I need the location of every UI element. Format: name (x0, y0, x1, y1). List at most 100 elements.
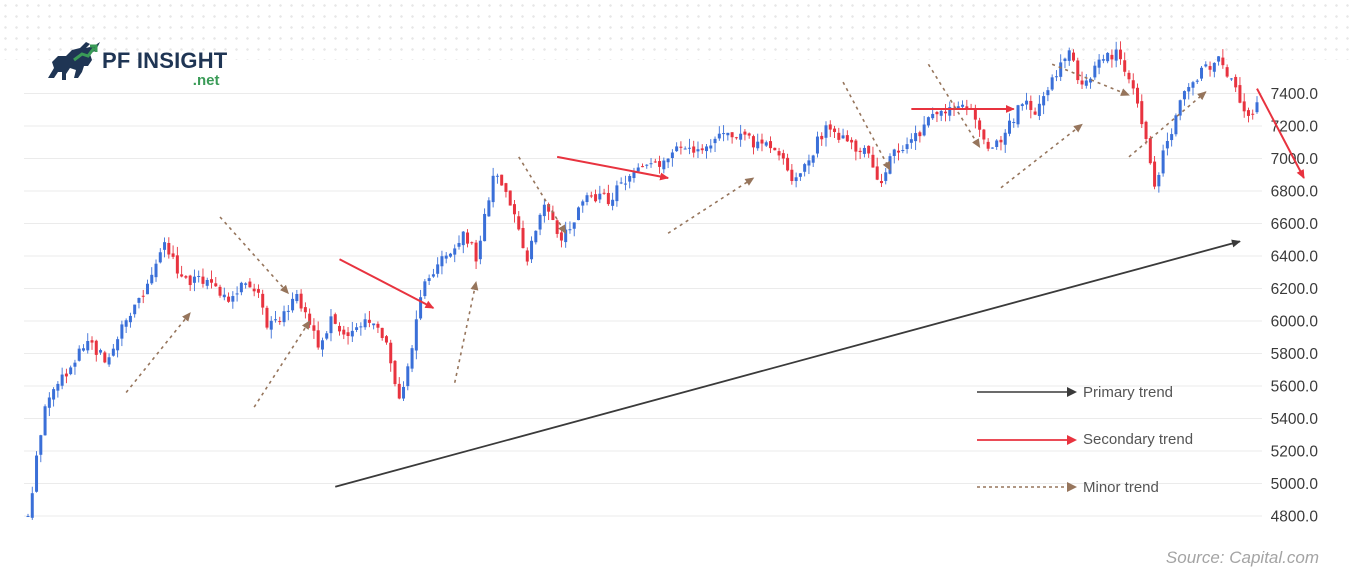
y-tick-label: 4800.0 (1271, 509, 1319, 526)
candle-body (431, 274, 435, 277)
candle (850, 137, 854, 150)
candle (760, 133, 764, 152)
candle-body (1234, 76, 1238, 88)
candle-body (1089, 78, 1093, 83)
candle (521, 220, 525, 249)
candle-body (807, 160, 811, 166)
candle (922, 116, 926, 137)
candle (555, 219, 559, 238)
candle-body (1007, 120, 1011, 134)
candle-body (77, 348, 81, 361)
candle-body (1110, 54, 1114, 60)
candle-body (1020, 104, 1024, 107)
candle-body (124, 320, 128, 327)
candle-body (269, 320, 273, 330)
candle-body (632, 172, 636, 179)
legend-item-minor: Minor trend (977, 475, 1193, 499)
candle (414, 310, 418, 360)
candle-body (111, 348, 115, 356)
candle (299, 289, 303, 312)
candle (926, 116, 930, 128)
candle-body (837, 132, 841, 140)
candle (222, 287, 226, 301)
candle-body (1131, 80, 1135, 89)
candle (1178, 99, 1182, 121)
candle (363, 313, 367, 330)
candle-body (448, 253, 452, 257)
candle-body (845, 135, 849, 142)
candle (892, 148, 896, 164)
candle (1063, 57, 1067, 69)
candle (1238, 77, 1242, 104)
candle (367, 310, 371, 328)
y-tick-label: 6800.0 (1271, 184, 1319, 201)
candle (99, 348, 103, 355)
candle-body (833, 128, 837, 132)
candle-body (781, 153, 785, 159)
candle (1084, 74, 1088, 89)
candle (167, 237, 171, 259)
candle-body (956, 106, 960, 109)
candle (658, 155, 662, 174)
candle (598, 185, 602, 204)
candle (316, 321, 320, 350)
candle (453, 244, 457, 263)
candle-body (145, 283, 149, 295)
candle-body (598, 193, 602, 200)
candle-body (564, 229, 568, 243)
candle-body (1242, 101, 1246, 112)
candle (811, 154, 815, 167)
candle (901, 145, 905, 154)
candle-body (713, 138, 717, 144)
candle-body (696, 149, 700, 152)
candle (1003, 129, 1007, 153)
candle-body (205, 279, 209, 286)
candle-body (986, 141, 990, 149)
y-tick-label: 6400.0 (1271, 249, 1319, 266)
candle (1093, 61, 1097, 80)
candle-body (1033, 111, 1037, 115)
candle (423, 279, 427, 299)
candle-body (1127, 72, 1131, 80)
candle (1195, 78, 1199, 84)
chart-legend: Primary trend Secondary trend Minor tren… (977, 380, 1193, 523)
candle-body (649, 163, 653, 165)
candle (905, 137, 909, 154)
candle-body (52, 389, 56, 400)
candle (175, 246, 179, 279)
candle (645, 164, 649, 169)
candle-body (1016, 105, 1020, 125)
candle (495, 173, 499, 184)
candle-body (346, 332, 350, 337)
candle (692, 140, 696, 158)
candle-body (982, 129, 986, 140)
candle (1114, 41, 1118, 68)
candle (150, 267, 154, 285)
candle-body (227, 296, 231, 302)
minor-trend-arrow (253, 320, 311, 408)
candle-body (500, 174, 504, 186)
candle-body (192, 276, 196, 283)
candle (564, 221, 568, 248)
candle (406, 363, 410, 391)
candle (1191, 80, 1195, 96)
candle (1234, 74, 1238, 93)
candle-body (512, 204, 516, 215)
candle (999, 135, 1003, 151)
candle (867, 145, 871, 158)
candle-body (1200, 67, 1204, 79)
brand-name: PF INSIGHT (102, 48, 228, 73)
candle (1131, 73, 1135, 95)
candle (717, 126, 721, 141)
candle (295, 289, 299, 304)
candle-body (948, 107, 952, 116)
candle-body (1101, 59, 1105, 61)
candle (342, 325, 346, 340)
candle (346, 327, 350, 345)
candle (372, 323, 376, 330)
candle-body (26, 516, 30, 518)
candle (709, 139, 713, 153)
secondary-trend-arrow (339, 258, 435, 309)
candle (86, 333, 90, 354)
brand-logo[interactable]: PF INSIGHT .net (44, 38, 227, 88)
